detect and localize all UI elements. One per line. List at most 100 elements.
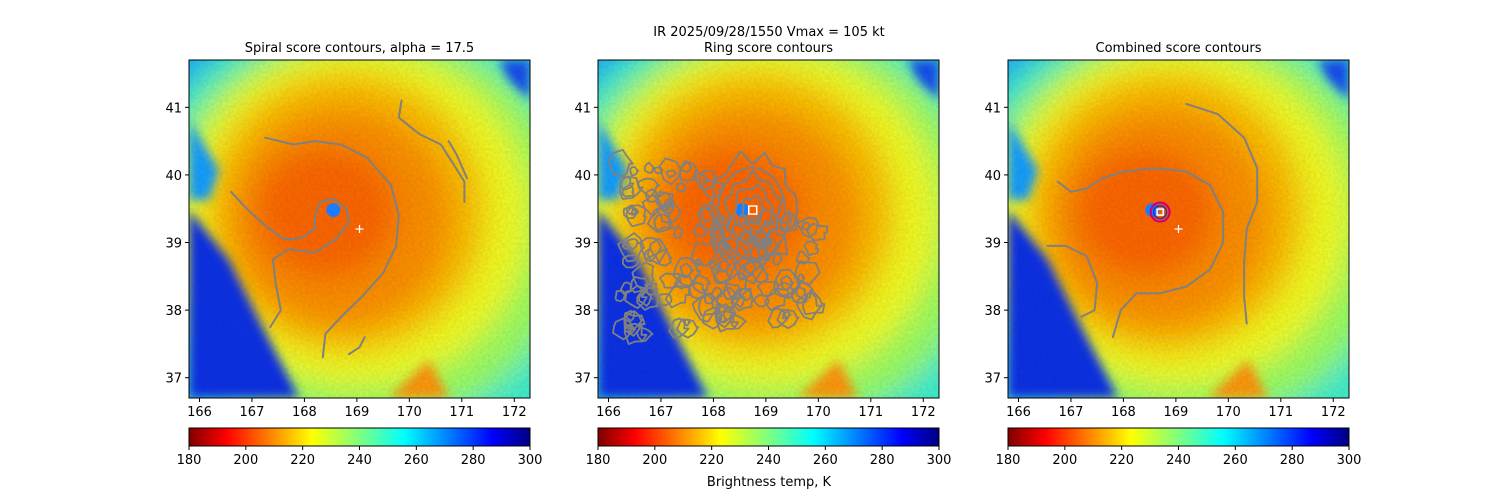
x-tick-label: 169	[753, 405, 778, 420]
contour-eastern-noise	[763, 287, 790, 312]
contour-eastern-noise	[776, 308, 800, 329]
contour-eastern-noise	[729, 314, 747, 330]
contour-eastern-noise	[704, 292, 716, 305]
contour-eastern-noise	[710, 221, 725, 237]
contour-western-noise	[638, 291, 653, 307]
contour-right-arc	[397, 99, 466, 203]
contour-western-noise	[693, 223, 708, 238]
contour-western-noise	[629, 166, 640, 177]
x-tick-label: 172	[502, 405, 527, 420]
contour-western-noise	[636, 287, 660, 311]
contour-western-noise	[607, 148, 634, 178]
contour-western-noise	[665, 169, 677, 179]
contour-outer-loop	[1056, 167, 1225, 339]
y-tick-label: 38	[984, 304, 1001, 319]
x-tick-label: 171	[858, 405, 883, 420]
y-tick-label: 37	[574, 372, 591, 387]
panel-2: Ring score contours 166 167 168 169 170 171 172…	[574, 41, 952, 468]
contour-western-noise	[643, 247, 658, 263]
contour-eastern-noise	[749, 217, 759, 226]
y-tick-label: 40	[984, 169, 1001, 184]
combined-ring-outer	[1149, 201, 1171, 223]
storm-center-plus	[1174, 225, 1183, 233]
colorbar-tick-label: 180	[586, 453, 611, 468]
contour-western-noise	[625, 204, 647, 228]
contour-western-noise	[619, 175, 635, 191]
contour-western-noise	[663, 198, 675, 209]
contour-western-noise	[621, 184, 635, 198]
y-tick-label: 41	[165, 101, 182, 116]
colorbar-tick-label: 240	[347, 453, 372, 468]
contour-eastern-noise	[757, 237, 772, 252]
y-tick-label: 38	[165, 304, 182, 319]
contour-western-noise	[672, 256, 701, 287]
contour-west-loop	[1046, 244, 1099, 318]
panel-title: Combined score contours	[1096, 41, 1262, 56]
contour-western-noise	[622, 254, 640, 269]
y-tick-label: 39	[165, 237, 182, 252]
contour-western-noise	[624, 237, 640, 250]
contour-short-arc	[447, 140, 468, 180]
y-tick-label: 40	[574, 169, 591, 184]
colorbar-tick-label: 300	[518, 453, 543, 468]
colorbar-tick-label: 300	[927, 453, 952, 468]
contour-western-noise	[623, 322, 648, 345]
contour-eastern-noise	[737, 213, 750, 225]
contours	[1046, 102, 1259, 339]
x-tick-label: 167	[649, 405, 674, 420]
x-tick-label: 167	[1059, 405, 1084, 420]
contour-eastern-noise	[772, 252, 783, 266]
contour-western-noise	[698, 174, 708, 183]
y-tick-label: 40	[165, 169, 182, 184]
y-tick-label: 37	[984, 372, 1001, 387]
colorbar-tick-label: 260	[813, 453, 838, 468]
contour-eastern-noise	[716, 286, 740, 311]
x-tick-label: 168	[292, 405, 317, 420]
contour-western-noise	[682, 318, 692, 327]
contour-outer	[264, 136, 400, 359]
contour-eastern-noise	[697, 202, 724, 231]
contour-western-noise	[614, 290, 627, 303]
contour-eastern-noise	[716, 239, 730, 251]
contour-eastern-noise	[720, 216, 731, 227]
contour-western-noise	[643, 161, 656, 174]
colorbar-tick-label: 220	[290, 453, 315, 468]
contour-western-noise	[658, 157, 683, 186]
contour-western-noise	[644, 188, 659, 203]
ir-image	[189, 60, 530, 398]
contour-eastern-noise	[713, 269, 731, 285]
contours	[607, 148, 829, 345]
x-tick-label: 169	[1163, 405, 1188, 420]
panel-3: Combined score contours 166 167 168 169 170 17…	[984, 41, 1361, 468]
center-square-marker	[1156, 208, 1164, 216]
colorbar-tick-label: 220	[699, 453, 724, 468]
colorbar-label: Brightness temp, K	[707, 475, 832, 490]
contour-western-noise	[646, 238, 668, 265]
colorbar-tick-label: 260	[1223, 453, 1248, 468]
texture	[598, 60, 939, 398]
contour-western-noise	[623, 310, 643, 331]
contour-eastern-noise	[712, 226, 726, 240]
contour-eastern-noise	[779, 211, 800, 232]
contour-western-noise	[625, 204, 639, 216]
contour-eastern-noise	[714, 304, 727, 317]
contour-western-noise	[617, 232, 645, 263]
colorbar-tick-label: 200	[642, 453, 667, 468]
colorbar-tick-label: 200	[1052, 453, 1077, 468]
x-tick-label: 166	[596, 405, 621, 420]
contour-western-noise	[656, 293, 673, 307]
colorbar-tick-label: 280	[461, 453, 486, 468]
contour-western-noise	[664, 285, 691, 309]
contour-eastern-noise	[733, 258, 757, 281]
contour-eastern-noise	[756, 208, 780, 236]
y-tick-label: 41	[984, 101, 1001, 116]
colorbar-tick-label: 180	[177, 453, 202, 468]
contour-western-noise	[675, 182, 687, 193]
contour-western-noise	[623, 309, 636, 322]
contour-western-noise	[653, 213, 672, 233]
contour-eastern-noise	[756, 280, 780, 297]
contour-eastern-noise	[795, 291, 823, 321]
contour-eastern-noise	[731, 222, 755, 243]
contour-western-noise	[627, 324, 636, 334]
